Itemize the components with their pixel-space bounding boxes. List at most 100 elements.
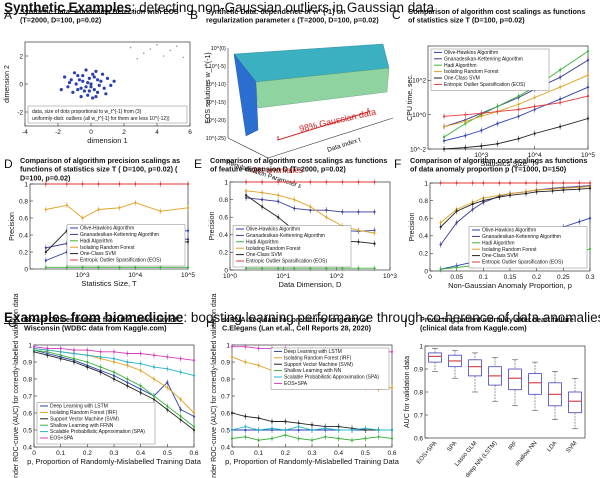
panel-a-scatter-point (63, 75, 67, 79)
panel-d-data-point (97, 266, 100, 269)
panel-c-data-point (559, 98, 562, 101)
panel-a-scatter-point (87, 76, 91, 80)
panel-c-title-line: Comparison of algorithm cost scalings as… (408, 7, 585, 16)
panel-g-data-point (112, 360, 116, 364)
panel-b-xlabel: Data index t (326, 136, 361, 153)
panel-g-xtick-label: 0 (32, 450, 36, 457)
panel-g-data-point (86, 349, 89, 352)
panel-c-data-point (559, 68, 562, 72)
panel-f-legend-label: One-Class SVM (482, 253, 518, 259)
panel-e-legend-label: One-Class SVM (246, 252, 282, 258)
panel-g-legend-label: Isolating Random Forest (IRF) (50, 410, 118, 416)
panel-h-title-line: scRNA-Seq data for predicting longevity … (222, 315, 369, 324)
panel-f-data-point (455, 266, 458, 269)
panel-f-data-point (551, 189, 554, 193)
panel-g-data-point (139, 369, 142, 372)
panel-e-ytick-label: 1 (224, 179, 228, 186)
panel-g-ylabel: Area under ROC-curve (AUC) for correctly… (13, 293, 20, 478)
panel-e-data-point (277, 216, 280, 219)
panel-a-scatter-point (100, 72, 105, 76)
panel-g-data-point (59, 357, 62, 360)
panel-g-xtick-label: 0.5 (163, 450, 172, 457)
panel-h-data-point (257, 417, 260, 420)
panel-f-data-point (562, 181, 565, 185)
panel-d-data-point (81, 216, 84, 220)
panel-h-data-point (324, 427, 327, 430)
panel-d-data-point (65, 266, 68, 269)
panel-f-data-point (439, 225, 442, 229)
banner-synthetic-rest: : detecting non-Gaussian outliers in Gau… (131, 0, 434, 15)
panel-b-ztick-label: 10^{-10} (206, 82, 226, 88)
panel-d-data-point (159, 266, 162, 269)
panel-h-legend-label: Deep Learning with LSTM (284, 349, 342, 355)
panel-i-box (568, 391, 582, 414)
panel-d-data-point (44, 250, 47, 254)
panel-i-ytick-label: 0.7 (414, 412, 423, 419)
panel-e-data-point (309, 205, 312, 208)
panel-h-legend-label: Shallow Learning with NN (284, 368, 342, 374)
panel-a-scatter-point (169, 49, 171, 52)
panel-e-data-point (373, 210, 376, 214)
panel-d-title-line: D=100, p=0.02) (20, 173, 71, 182)
panel-d-data-point (186, 206, 190, 209)
panel-h-data-point (390, 386, 394, 389)
banner-biomedicine: Examples from biomedicine: boosting lear… (4, 310, 600, 325)
panel-g-data-point (126, 384, 129, 387)
panel-c-series-line (444, 95, 589, 117)
panel-c-legend-label: Olive-Hawkins Algorithm (444, 50, 498, 56)
panel-g-data-point (192, 411, 196, 415)
panel-a-scatter-point (176, 45, 178, 47)
panel-a-ylabel: dimension 2 (4, 65, 11, 103)
banner-synthetic-bold: Synthetic Examples (4, 0, 132, 15)
panel-a-scatter-point (89, 82, 93, 86)
panel-d-data-point (186, 182, 190, 186)
panel-e-data-point (277, 180, 280, 184)
panel-d-ytick-label: 0.6 (19, 215, 28, 222)
panel-a-scatter-point (77, 78, 82, 82)
panel-g-xtick-label: 0.1 (56, 450, 65, 457)
panel-h-data-point (350, 428, 354, 432)
panel-g-data-point (179, 398, 182, 401)
panel-b-ztick-label: 10^{-25} (206, 136, 226, 142)
panel-i-box (508, 368, 522, 391)
panel-f-data-point (482, 199, 485, 202)
panel-e-data-point (357, 240, 360, 243)
panel-d-data-point (44, 246, 47, 249)
panel-e-data-point (309, 180, 312, 184)
panel-h-data-point (244, 435, 247, 438)
panel-a-scatter-point (89, 85, 93, 89)
panel-h-ytick-label: 0.4 (221, 444, 230, 451)
panel-f-data-point (588, 217, 592, 220)
panel-h-data-point (230, 355, 234, 358)
panel-a-scatter-point (79, 95, 83, 99)
panel-e-xlabel: Data Dimension, D (279, 280, 343, 289)
panel-h-data-point (257, 428, 260, 432)
panel-g-data-point (112, 374, 116, 377)
panel-g-legend-label: Deep Learning with LSTM (50, 404, 108, 410)
panel-e-legend-label: Gnanadesikan-Kettenring Algorithm (246, 233, 325, 239)
panel-h-data-point (284, 420, 287, 423)
panel-a-scatter-point (92, 75, 96, 79)
panel-c-xtick-label: 10^3 (474, 152, 488, 159)
panel-f-data-point (439, 181, 442, 185)
panel-h-xtick-label: 0.4 (334, 450, 343, 457)
panel-f-legend-label: Gnanadesikan-Kettenring Algorithm (482, 234, 561, 240)
panel-f-legend-label: Hadi Algorithm (482, 240, 515, 246)
panel-a-xtick-label: -2 (55, 129, 61, 136)
panel-f-xtick-label: 0.1 (479, 274, 488, 281)
panel-g-data-point (139, 352, 142, 355)
panel-e-data-point (325, 180, 328, 184)
panel-c-legend-label: Hadi Algorithm (444, 63, 477, 69)
panel-g-data-point (192, 415, 196, 418)
panel-a-scatter-point (79, 86, 83, 90)
panel-c-data-point (559, 125, 562, 128)
panel-e-data-point (293, 207, 296, 210)
panel-a-scatter-point (136, 58, 138, 60)
panel-f-data-point (455, 181, 458, 185)
panel-a-scatter-point (76, 88, 80, 92)
panel-g-data-point (166, 381, 169, 384)
panel-g-data-point (112, 350, 116, 353)
panel-i-title-line: (clinical data from Kaggle.com) (420, 324, 527, 333)
panel-e-legend-label: Isolating Random Forest (246, 246, 301, 252)
panel-d-xtick-label: 10^4 (128, 272, 142, 279)
